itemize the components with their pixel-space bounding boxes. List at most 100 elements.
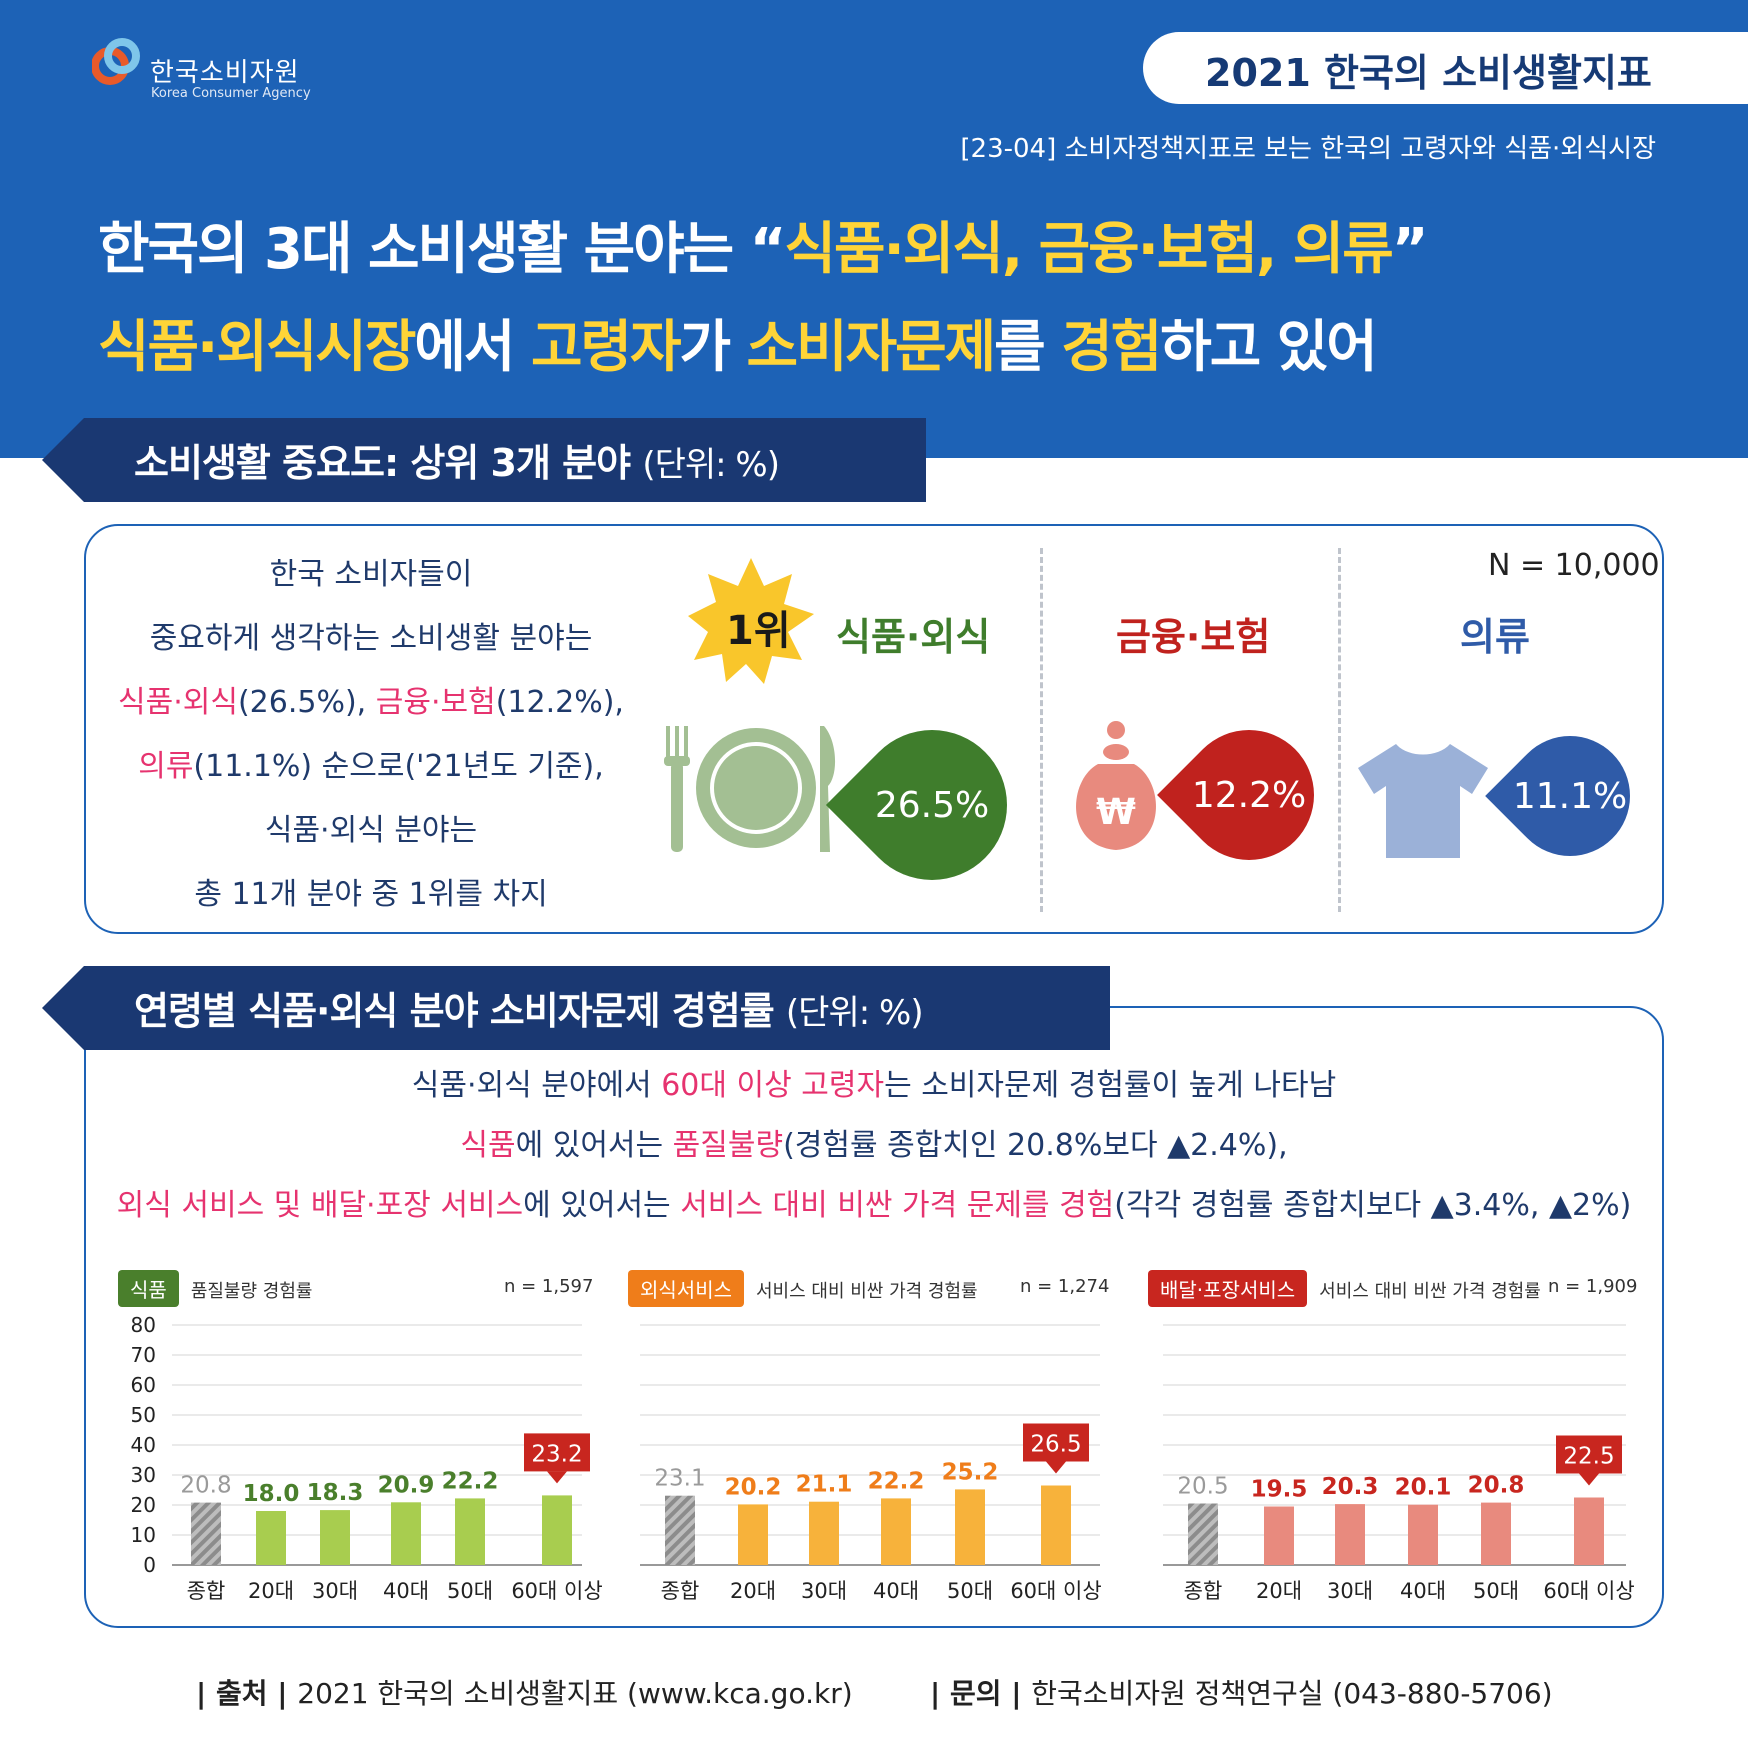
rank-badge: 1위	[726, 608, 791, 654]
highlight-callout-pointer	[1046, 1461, 1066, 1474]
x-tick-label: 20대	[248, 1579, 294, 1603]
value-label: 20.2	[725, 1474, 782, 1500]
importance-panel	[84, 524, 1664, 934]
x-tick-label: 60대 이상	[511, 1579, 602, 1603]
y-tick-label: 10	[131, 1523, 156, 1547]
value-label: 21.1	[796, 1472, 853, 1498]
bar	[320, 1510, 350, 1565]
value-label: 25.2	[942, 1459, 999, 1485]
food-percent-drop: 26.5%	[825, 698, 1039, 912]
bar	[738, 1504, 768, 1565]
clothing-percent-drop: 11.1%	[1485, 711, 1655, 881]
x-tick-label: 종합	[661, 1579, 700, 1603]
age-problem-desc: 식품·외식 분야에서 60대 이상 고령자는 소비자문제 경험률이 높게 나타남…	[116, 1068, 1632, 1223]
x-tick-label: 40대	[383, 1579, 429, 1603]
y-tick-label: 50	[131, 1403, 156, 1427]
rank-star-icon	[688, 558, 814, 684]
x-tick-label: 20대	[1256, 1579, 1302, 1603]
value-label: 18.3	[307, 1480, 364, 1506]
bar	[1408, 1504, 1438, 1565]
chart-dining-header: 외식서비스 서비스 대비 비싼 가격 경험률	[628, 1270, 978, 1307]
bar	[391, 1502, 421, 1565]
highlight-callout	[1023, 1423, 1089, 1462]
x-tick-label: 20대	[730, 1579, 776, 1603]
value-label: 22.2	[868, 1468, 925, 1494]
value-label: 18.0	[243, 1481, 300, 1507]
value-label: 20.5	[1177, 1474, 1228, 1500]
x-tick-label: 종합	[1184, 1579, 1223, 1603]
footer-source: | 출처 | 2021 한국의 소비생활지표 (www.kca.go.kr)	[196, 1677, 853, 1710]
bar	[1481, 1502, 1511, 1565]
divider	[1338, 548, 1341, 912]
value-label: 20.8	[180, 1473, 231, 1499]
highlight-callout-pointer	[547, 1471, 567, 1484]
y-tick-label: 80	[131, 1313, 156, 1337]
y-tick-label: 70	[131, 1343, 156, 1367]
y-tick-label: 30	[131, 1463, 156, 1487]
x-tick-label: 30대	[312, 1579, 358, 1603]
kca-logo-icon	[92, 38, 140, 85]
tshirt-icon	[1358, 744, 1488, 858]
category-finance: 금융·보험	[1116, 615, 1271, 659]
value-label: 20.1	[1395, 1475, 1452, 1501]
section1-title: 소비생활 중요도: 상위 3개 분야 (단위: %)	[84, 418, 926, 502]
bar	[1264, 1506, 1294, 1565]
bar	[1041, 1485, 1071, 1565]
value-label: 20.8	[1468, 1473, 1525, 1499]
plate-icon	[664, 726, 836, 852]
x-tick-label: 40대	[1400, 1579, 1446, 1603]
chart-food-n: n = 1,597	[504, 1276, 594, 1297]
bar	[881, 1498, 911, 1565]
logo-name: 한국소비자원	[150, 58, 300, 88]
x-tick-label: 50대	[947, 1579, 993, 1603]
report-subtitle: [23-04] 소비자정책지표로 보는 한국의 고령자와 식품·외식시장	[960, 134, 1656, 164]
category-clothing: 의류	[1460, 615, 1530, 659]
y-tick-label: 40	[131, 1433, 156, 1457]
highlight-callout	[1556, 1435, 1622, 1474]
section1-arrow	[42, 418, 84, 502]
bar	[542, 1495, 572, 1565]
x-tick-label: 40대	[873, 1579, 919, 1603]
value-label: 23.1	[654, 1466, 705, 1492]
chart-delivery-badge: 배달·포장서비스	[1148, 1270, 1308, 1307]
section2-arrow	[42, 966, 84, 1050]
section2-title: 연령별 식품·외식 분야 소비자문제 경험률 (단위: %)	[84, 966, 1110, 1050]
bar	[1335, 1504, 1365, 1565]
value-label: 22.2	[442, 1468, 499, 1494]
chart-dining-n: n = 1,274	[1020, 1276, 1110, 1297]
chart-delivery-subtitle: 서비스 대비 비싼 가격 경험률	[1319, 1281, 1541, 1302]
bar	[809, 1501, 839, 1565]
bar	[455, 1498, 485, 1565]
divider	[1040, 548, 1043, 912]
bar-total	[665, 1495, 695, 1565]
value-label: 22.5	[1563, 1444, 1614, 1470]
y-tick-label: 60	[131, 1373, 156, 1397]
headline-line2: 식품·외식시장에서 고령자가 소비자문제를 경험하고 있어	[98, 315, 1378, 380]
bar	[1574, 1497, 1604, 1565]
chart-dining-subtitle: 서비스 대비 비싼 가격 경험률	[756, 1281, 978, 1302]
chart-food-badge: 식품	[118, 1270, 179, 1307]
value-label: 23.2	[531, 1441, 582, 1467]
x-tick-label: 60대 이상	[1543, 1579, 1634, 1603]
bar	[256, 1511, 286, 1565]
report-badge: 2021 한국의 소비생활지표	[1143, 32, 1748, 104]
highlight-callout	[524, 1433, 590, 1472]
x-tick-label: 60대 이상	[1010, 1579, 1101, 1603]
chart-dining-badge: 외식서비스	[628, 1270, 744, 1307]
footer-contact: | 문의 | 한국소비자원 정책연구실 (043-880-5706)	[930, 1677, 1553, 1710]
finance-percent-drop: 12.2%	[1157, 703, 1341, 887]
x-tick-label: 50대	[1473, 1579, 1519, 1603]
value-label: 20.3	[1322, 1474, 1379, 1500]
value-label: 19.5	[1251, 1477, 1308, 1503]
chart-delivery-header: 배달·포장서비스 서비스 대비 비싼 가격 경험률	[1148, 1270, 1541, 1307]
bar-total	[1188, 1503, 1218, 1565]
sample-size: N = 10,000	[1488, 548, 1660, 583]
value-label: 26.5	[1030, 1432, 1081, 1458]
highlight-callout-pointer	[1579, 1473, 1599, 1486]
x-tick-label: 30대	[1327, 1579, 1373, 1603]
category-food: 식품·외식	[836, 615, 991, 659]
x-tick-label: 30대	[801, 1579, 847, 1603]
y-tick-label: 0	[143, 1553, 156, 1577]
logo-en: Korea Consumer Agency	[151, 86, 311, 101]
